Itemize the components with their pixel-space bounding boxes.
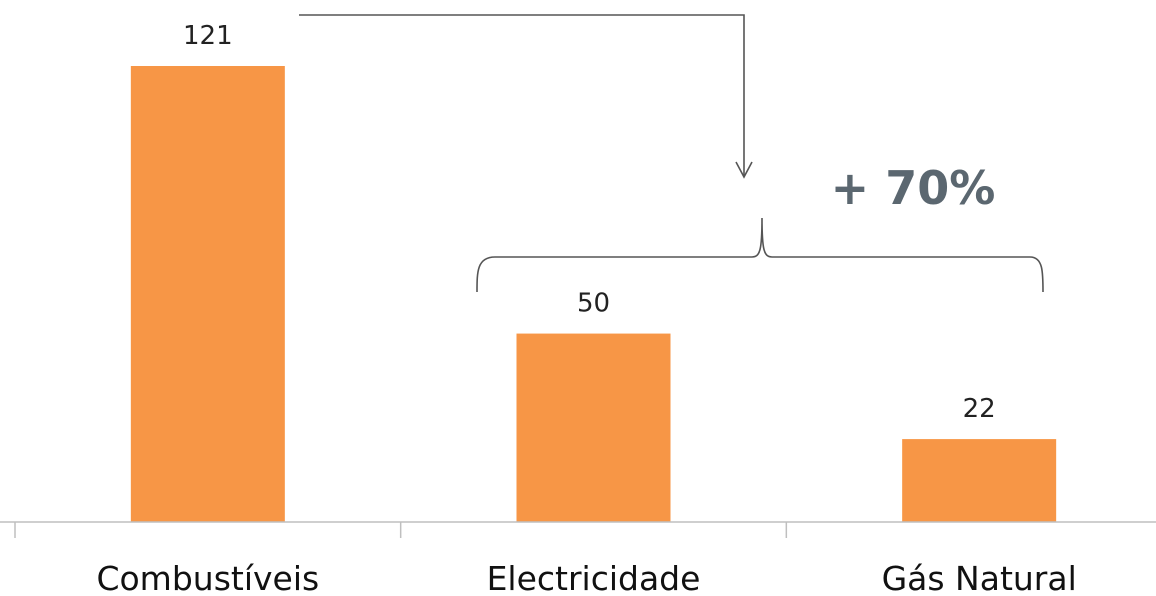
growth-annotation: + 70% [299, 14, 1044, 293]
x-axis [0, 521, 1156, 538]
x-tick-labels-layer: Combustíveis Electricidade Gás Natural [96, 559, 1076, 596]
annotation-brace [476, 217, 1044, 293]
annotation-connector-line [299, 14, 745, 177]
x-tick-label: Electricidade [487, 559, 701, 596]
data-label: 22 [963, 394, 996, 424]
data-label: 50 [577, 289, 610, 319]
data-label: 121 [183, 21, 233, 51]
data-labels-layer: 121 50 22 [183, 21, 996, 424]
bar-gas-natural [902, 439, 1057, 522]
bar-electricidade [516, 333, 671, 522]
x-tick-label: Gás Natural [882, 559, 1077, 596]
annotation-label: + 70% [831, 161, 996, 215]
bars-layer [130, 66, 1057, 522]
annotation-arrowhead-icon [735, 161, 753, 179]
x-tick-label: Combustíveis [96, 559, 319, 596]
bar-combustiveis [130, 66, 285, 522]
